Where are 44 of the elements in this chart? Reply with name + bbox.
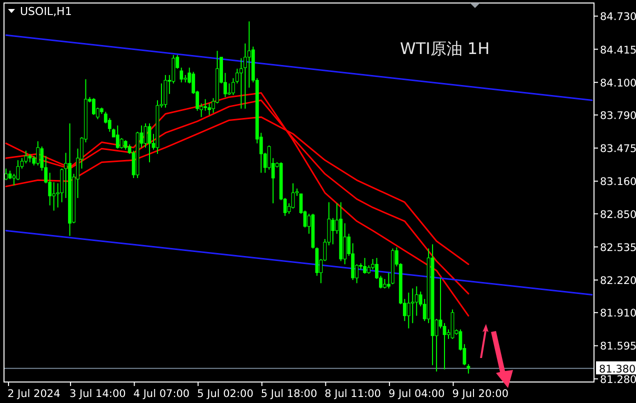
candlestick	[363, 257, 366, 274]
candlestick	[410, 288, 414, 324]
x-tick-label: 5 Jul 02:00	[197, 388, 254, 400]
candlestick	[204, 98, 208, 112]
candlestick	[180, 67, 184, 83]
x-tick-label: 4 Jul 07:00	[133, 388, 190, 400]
chart-title: USOIL,H1	[20, 5, 72, 18]
candlestick	[331, 217, 335, 245]
y-tick-label: 83.790	[600, 110, 636, 122]
y-tick-label: 82.850	[600, 208, 636, 221]
y-tick-label: 81.910	[600, 308, 636, 320]
x-tick-label: 9 Jul 04:00	[388, 388, 445, 400]
y-tick-label: 84.730	[600, 11, 636, 24]
candlestick	[116, 124, 120, 150]
ref-line-label: 81.380	[599, 363, 636, 376]
y-tick-label: 84.415	[600, 44, 636, 56]
candlestick	[406, 292, 410, 329]
candlestick	[108, 118, 112, 132]
candlestick	[466, 364, 470, 374]
x-tick-label: 8 Jul 11:00	[324, 388, 381, 400]
candlestick	[92, 98, 96, 116]
candlestick	[4, 168, 8, 181]
y-tick-label: 83.160	[600, 176, 636, 188]
candlestick	[291, 182, 295, 210]
candlestick	[343, 222, 347, 265]
candlestick	[247, 20, 251, 88]
y-tick-label: 81.595	[600, 340, 636, 353]
candlestick	[36, 140, 40, 166]
candlestick	[120, 138, 124, 150]
x-tick-label: 3 Jul 14:00	[70, 388, 126, 400]
candlestick	[52, 182, 56, 212]
y-tick-label: 82.535	[600, 242, 636, 254]
x-tick-label: 2 Jul 2024	[8, 388, 61, 400]
y-tick-label: 81.280	[600, 374, 636, 386]
y-tick-label: 83.475	[600, 143, 636, 156]
x-tick-label: 5 Jul 18:00	[260, 388, 318, 400]
y-tick-label: 84.100	[600, 77, 636, 90]
x-tick-label: 9 Jul 20:00	[452, 388, 509, 400]
text: WTI原油 1H	[400, 39, 490, 58]
y-tick-label: 82.220	[600, 275, 636, 288]
candlestick	[208, 102, 211, 116]
candlestick	[387, 272, 390, 289]
candlestick	[124, 140, 128, 150]
candlestick	[414, 286, 418, 316]
